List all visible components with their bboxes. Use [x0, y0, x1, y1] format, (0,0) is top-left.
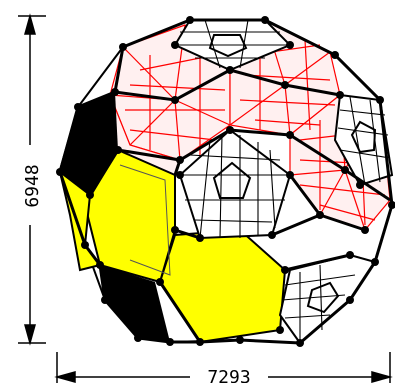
black-panels — [60, 92, 170, 342]
height-label: 6948 — [22, 164, 43, 207]
width-dimension — [54, 352, 393, 383]
height-dimension — [18, 13, 46, 346]
yellow-panels — [58, 148, 287, 344]
node-markers — [56, 16, 395, 347]
dome-body — [56, 16, 395, 347]
width-label: 7293 — [207, 367, 250, 383]
pentagon-grid-lines — [175, 19, 391, 340]
